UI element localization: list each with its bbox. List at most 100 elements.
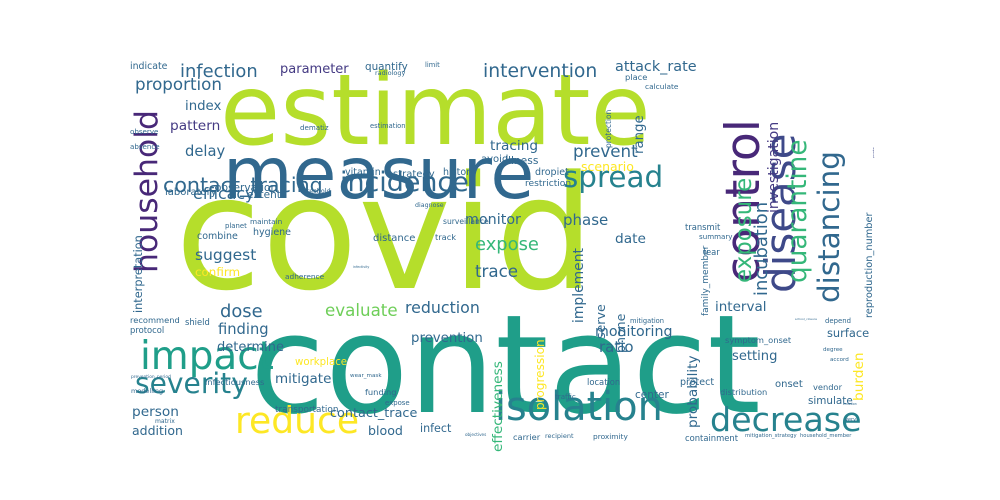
- word: observe: [130, 127, 159, 136]
- word: diagnose: [415, 202, 444, 209]
- word: monitor: [465, 212, 521, 228]
- word: vendor: [813, 382, 843, 392]
- word: restriction: [525, 179, 572, 189]
- word: infect: [420, 422, 452, 435]
- word: surveillance: [443, 217, 489, 226]
- word: contact_tracing: [163, 173, 323, 197]
- word: mitigation: [630, 317, 665, 325]
- word: delay: [185, 143, 226, 160]
- word: carrier: [513, 432, 541, 442]
- word: recipient: [545, 432, 574, 440]
- word: tracing: [490, 138, 539, 154]
- word: radiology: [375, 69, 406, 77]
- word: very: [845, 417, 857, 423]
- word: objectives: [465, 432, 487, 437]
- word: mitigate: [275, 371, 332, 387]
- word: indicate: [130, 61, 168, 72]
- word: protect: [680, 377, 715, 388]
- word: finding: [218, 321, 269, 338]
- word: attack_rate: [615, 59, 697, 75]
- word: limit: [425, 61, 440, 69]
- word: dematiz: [300, 123, 329, 132]
- word: degree: [823, 347, 843, 353]
- word: history: [443, 167, 476, 178]
- word: emission: [843, 402, 857, 406]
- word: summary: [699, 232, 733, 241]
- word: proximity: [593, 432, 628, 441]
- word-cloud: covid contact estimate measure control d…: [125, 48, 875, 453]
- word: ratio: [599, 338, 634, 356]
- word: monitoring: [595, 324, 673, 340]
- word: laboratory: [165, 187, 217, 198]
- word: traffic: [555, 392, 576, 401]
- word: quantify: [365, 61, 408, 73]
- word: estimation: [370, 122, 406, 130]
- word: trace: [475, 261, 519, 281]
- word: efficacy: [193, 184, 255, 203]
- word: recommend: [130, 315, 180, 325]
- word: center: [635, 389, 669, 401]
- word: shield: [185, 317, 210, 327]
- word: illness: [505, 154, 539, 167]
- word: parameter: [280, 62, 349, 77]
- word: observation: [215, 182, 278, 194]
- word: effectiveness: [490, 361, 506, 452]
- word: determine: [217, 340, 284, 355]
- word: infection: [180, 61, 258, 82]
- word: evaluate: [325, 300, 398, 320]
- word: person: [132, 404, 179, 420]
- word: investigation: [766, 121, 782, 213]
- word: distancing: [812, 151, 846, 303]
- word: dropiet: [535, 167, 569, 178]
- word: isolation: [495, 384, 663, 430]
- word: addition: [132, 423, 183, 438]
- word: reduce: [235, 400, 360, 442]
- word: planet: [225, 222, 247, 230]
- word: serve: [593, 304, 608, 339]
- word: phone: [613, 313, 628, 353]
- word: strategy: [393, 169, 435, 180]
- word: confirm: [195, 265, 241, 279]
- word: quarantine: [783, 139, 813, 283]
- word: contact: [250, 286, 761, 445]
- word: distribution: [720, 387, 768, 397]
- word: incubation: [751, 201, 772, 296]
- word: extent: [247, 189, 281, 201]
- word: scenario: [581, 159, 634, 174]
- word: measure: [223, 132, 535, 215]
- word: transmit: [685, 222, 721, 232]
- word: prevention: [411, 331, 483, 346]
- word: combine: [197, 231, 238, 242]
- word: hygiene: [253, 227, 292, 238]
- word: maintain: [250, 217, 283, 226]
- word: covid: [175, 143, 595, 326]
- word: progression: [533, 339, 547, 410]
- word: funding: [365, 387, 397, 397]
- word: household_member: [800, 433, 852, 439]
- word: severity: [135, 367, 248, 400]
- word: range: [632, 115, 647, 154]
- word: transportation: [275, 405, 339, 415]
- word: place: [625, 72, 648, 82]
- word: containment: [685, 433, 738, 443]
- word: expose: [475, 234, 539, 255]
- word: contact_trace: [330, 406, 418, 421]
- word: proportion: [135, 74, 222, 94]
- word: index: [185, 99, 222, 114]
- word: school_closure: [795, 317, 817, 321]
- word: simulate: [808, 395, 853, 407]
- word: date: [615, 231, 646, 247]
- word: prevention_period: [131, 375, 171, 380]
- word: interval: [715, 299, 767, 315]
- word: decrease: [710, 400, 862, 439]
- word: avoid: [481, 154, 509, 165]
- word: calculate: [645, 82, 679, 91]
- word: symptom_onset: [725, 335, 792, 345]
- word: prevent: [573, 141, 638, 161]
- word: expose: [385, 399, 410, 407]
- word: matrix: [155, 418, 175, 425]
- word: intervention: [483, 61, 598, 82]
- word: vitamin: [345, 167, 381, 178]
- word: precaution: [873, 147, 875, 158]
- word: absence: [130, 142, 160, 151]
